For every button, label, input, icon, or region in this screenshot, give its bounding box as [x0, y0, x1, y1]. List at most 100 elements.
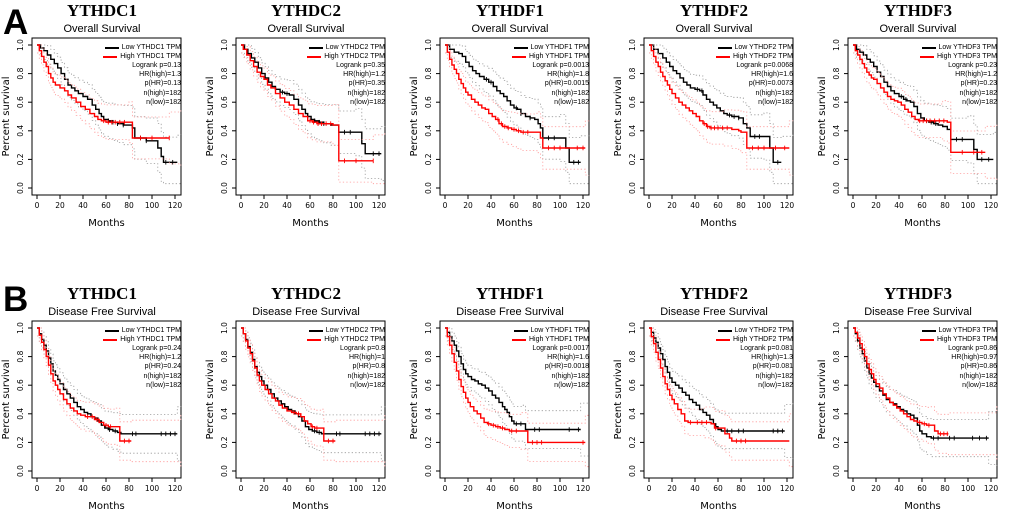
- high-survival-curve: [241, 44, 374, 162]
- y-tick-label: 0.2: [424, 153, 433, 165]
- x-axis-label: Months: [904, 501, 941, 512]
- x-tick-label: 100: [349, 484, 364, 493]
- x-axis-label: Months: [88, 501, 125, 512]
- high-ci-upper: [37, 327, 182, 423]
- legend-stat: Logrank p=0.081: [740, 345, 793, 352]
- y-tick-label: 0.8: [628, 67, 637, 79]
- x-tick-label: 120: [984, 484, 999, 493]
- low-survival-curve: [649, 44, 782, 163]
- km-plot-svg: 0 20 40 60 80 100 120 0.0 0.2 0.4 0.6 0.8 1.0 Months P…: [817, 320, 999, 512]
- y-tick-label: 0.8: [16, 67, 25, 79]
- y-tick-label: 0.4: [16, 408, 25, 420]
- high-ci-lower: [853, 335, 998, 462]
- legend: Low YTHDF2 TPM High YTHDF2 TPM Logrank p=0…: [715, 43, 793, 107]
- y-tick-label: 0.0: [220, 182, 229, 194]
- x-tick-label: 120: [780, 201, 795, 210]
- low-ci-upper: [241, 44, 386, 130]
- high-ci-lower: [445, 52, 590, 176]
- low-swatch-line: [308, 46, 323, 49]
- legend-label: Low YTHDC1 TPM: [121, 43, 181, 51]
- legend-label: Low YTHDF3 TPM: [938, 326, 997, 334]
- y-tick-label: 0.0: [628, 182, 637, 194]
- x-tick-label: 120: [372, 201, 387, 210]
- legend-stat: Logrank p=0.8: [340, 345, 385, 352]
- y-axis-label: Percent survival: [613, 360, 624, 440]
- x-tick-label: 20: [871, 484, 881, 493]
- high-ci-upper: [241, 44, 386, 140]
- low-ci-lower: [241, 52, 386, 182]
- legend-stat: Logrank p=0.0017: [532, 345, 589, 352]
- overall-survival-row: YTHDC1 Overall Survival 0 20 40 60 80 100 120 0.0…: [0, 0, 1020, 236]
- km-plot-svg: 0 20 40 60 80 100 120 0.0 0.2 0.4 0.6 0.8 1.0 Months P…: [1, 37, 183, 229]
- legend-stat: p(HR)=0.13: [144, 80, 181, 88]
- x-tick-label: 100: [961, 484, 976, 493]
- legend-stat: n(low)=182: [350, 98, 385, 106]
- legend-stat: p(HR)=0.0015: [544, 80, 589, 88]
- y-tick-label: 0.8: [832, 67, 841, 79]
- high-swatch-line: [919, 338, 934, 341]
- y-tick-label: 0.0: [832, 182, 841, 194]
- x-tick-label: 80: [940, 484, 950, 493]
- legend-label: High YTHDC1 TPM: [120, 52, 181, 60]
- legend-stat: HR(high)=1.6: [751, 71, 793, 79]
- x-tick-label: 0: [851, 484, 856, 493]
- x-tick-label: 100: [553, 484, 568, 493]
- legend-label: High YTHDF3 TPM: [936, 335, 997, 343]
- legend-stat: p(HR)=0.0018: [544, 363, 589, 371]
- legend-stat: n(high)=182: [347, 372, 385, 380]
- y-axis-label: Percent survival: [1, 77, 12, 157]
- plot-subtitle: Overall Survival: [879, 23, 957, 35]
- y-tick-label: 1.0: [16, 322, 25, 334]
- y-tick-label: 1.0: [628, 39, 637, 51]
- x-tick-label: 60: [917, 484, 927, 493]
- y-tick-label: 0.6: [424, 379, 433, 391]
- legend-stat: n(high)=182: [755, 89, 793, 97]
- legend-label: High YTHDF3 TPM: [936, 52, 997, 60]
- y-axis-label: Percent survival: [409, 360, 420, 440]
- y-tick-label: 0.2: [220, 153, 229, 165]
- x-tick-label: 80: [532, 201, 542, 210]
- x-tick-label: 40: [486, 484, 496, 493]
- km-plot-svg: 0 20 40 60 80 100 120 0.0 0.2 0.4 0.6 0.8 1.0 Months P…: [409, 37, 590, 229]
- legend-stat: n(low)=182: [758, 98, 793, 106]
- x-tick-label: 80: [736, 201, 746, 210]
- low-swatch-line: [717, 46, 732, 49]
- gene-title: YTHDC2: [271, 284, 341, 303]
- x-tick-label: 120: [780, 484, 795, 493]
- x-tick-label: 120: [168, 201, 183, 210]
- low-survival-curve: [649, 327, 785, 432]
- row-label-b: B: [3, 280, 29, 319]
- plot-subtitle: Disease Free Survival: [48, 306, 156, 318]
- x-tick-label: 120: [372, 484, 387, 493]
- x-tick-label: 40: [78, 201, 88, 210]
- legend: Low YTHDC1 TPM High YTHDC1 TPM Logrank p=0…: [103, 43, 181, 107]
- legend-entry-low: Low YTHDF3 TPM: [920, 326, 997, 335]
- x-tick-label: 60: [101, 201, 111, 210]
- legend-entry-low: Low YTHDC1 TPM: [103, 326, 181, 335]
- y-tick-label: 0.4: [832, 408, 841, 420]
- y-tick-label: 0.2: [628, 436, 637, 448]
- y-axis-label: Percent survival: [205, 360, 216, 440]
- legend-stat: n(high)=182: [959, 89, 997, 97]
- x-tick-label: 100: [961, 201, 976, 210]
- high-swatch-line: [103, 55, 118, 58]
- plot-area: 0 20 40 60 80 100 120 0.0 0.2 0.4 0.6 0.8 1.0 Months P…: [204, 319, 408, 517]
- legend-entry-high: High YTHDF3 TPM: [919, 52, 997, 61]
- legend: Low YTHDF3 TPM High YTHDF3 TPM Logrank p=0…: [919, 43, 997, 107]
- plot-area: 0 20 40 60 80 100 120 0.0 0.2 0.4 0.6 0.8 1.0 Months P…: [816, 319, 1020, 517]
- legend-stat: p(HR)=0.24: [144, 363, 181, 371]
- legend: Low YTHDF2 TPM High YTHDF2 TPM Logrank p=0…: [715, 326, 793, 390]
- y-tick-label: 0.4: [424, 125, 433, 137]
- legend-entry-high: High YTHDF3 TPM: [919, 335, 997, 344]
- high-survival-curve: [853, 327, 949, 435]
- x-tick-label: 20: [259, 201, 269, 210]
- y-tick-label: 0.2: [628, 153, 637, 165]
- legend-stat: n(low)=182: [350, 381, 385, 389]
- legend-stat: p(HR)=0.0073: [748, 80, 793, 88]
- km-plot-svg: 0 20 40 60 80 100 120 0.0 0.2 0.4 0.6 0.8 1.0 Months P…: [613, 37, 795, 229]
- legend-stat: n(low)=182: [962, 98, 997, 106]
- y-tick-label: 0.0: [832, 465, 841, 477]
- legend-stat: Logrank p=0.0013: [532, 62, 589, 69]
- legend-entry-high: High YTHDF1 TPM: [511, 52, 589, 61]
- legend-stat: n(high)=182: [143, 89, 181, 97]
